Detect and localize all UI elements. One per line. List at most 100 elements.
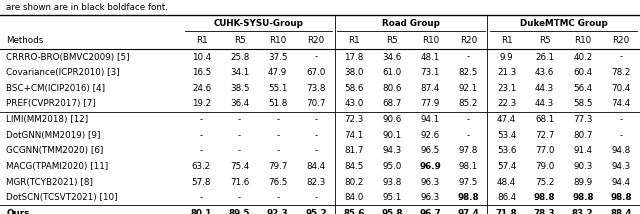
Text: -: - [200, 115, 203, 124]
Text: R1: R1 [500, 36, 513, 45]
Text: 71.6: 71.6 [230, 177, 249, 187]
Text: 81.7: 81.7 [344, 146, 364, 155]
Text: -: - [200, 193, 203, 202]
Text: 51.8: 51.8 [268, 99, 287, 108]
Text: GCGNN(TMM2020) [6]: GCGNN(TMM2020) [6] [6, 146, 104, 155]
Text: -: - [238, 115, 241, 124]
Text: 72.3: 72.3 [344, 115, 364, 124]
Text: 96.9: 96.9 [419, 162, 441, 171]
Text: -: - [276, 193, 279, 202]
Text: 98.8: 98.8 [458, 193, 479, 202]
Text: 80.7: 80.7 [573, 131, 593, 140]
Text: -: - [314, 115, 317, 124]
Text: 22.3: 22.3 [497, 99, 516, 108]
Text: 40.2: 40.2 [573, 52, 593, 62]
Text: 97.4: 97.4 [458, 209, 479, 214]
Text: 92.6: 92.6 [420, 131, 440, 140]
Text: 44.3: 44.3 [535, 99, 554, 108]
Text: 96.5: 96.5 [420, 146, 440, 155]
Text: DotSCN(TCSVT2021) [10]: DotSCN(TCSVT2021) [10] [6, 193, 118, 202]
Text: 76.5: 76.5 [268, 177, 287, 187]
Text: 37.5: 37.5 [268, 52, 287, 62]
Text: R20: R20 [612, 36, 630, 45]
Text: 61.0: 61.0 [383, 68, 402, 77]
Text: LIMI(MM2018) [12]: LIMI(MM2018) [12] [6, 115, 89, 124]
Text: DukeMTMC Group: DukeMTMC Group [520, 19, 607, 28]
Text: Ours: Ours [6, 209, 30, 214]
Text: 71.8: 71.8 [496, 209, 517, 214]
Text: R5: R5 [234, 36, 246, 45]
Text: 90.1: 90.1 [383, 131, 402, 140]
Text: 95.8: 95.8 [381, 209, 403, 214]
Text: 73.1: 73.1 [420, 68, 440, 77]
Text: 96.7: 96.7 [419, 209, 441, 214]
Text: Covariance(ICPR2010) [3]: Covariance(ICPR2010) [3] [6, 68, 120, 77]
Text: CRRRO-BRO(BMVC2009) [5]: CRRRO-BRO(BMVC2009) [5] [6, 52, 130, 62]
Text: -: - [620, 52, 623, 62]
Text: 70.7: 70.7 [306, 99, 326, 108]
Text: 95.1: 95.1 [383, 193, 402, 202]
Text: 68.1: 68.1 [535, 115, 554, 124]
Text: 97.8: 97.8 [459, 146, 478, 155]
Text: CUHK-SYSU-Group: CUHK-SYSU-Group [214, 19, 303, 28]
Text: 82.5: 82.5 [459, 68, 478, 77]
Text: 82.3: 82.3 [306, 177, 326, 187]
Text: 74.1: 74.1 [344, 131, 364, 140]
Text: 84.5: 84.5 [344, 162, 364, 171]
Text: -: - [200, 146, 203, 155]
Text: 56.4: 56.4 [573, 84, 593, 93]
Text: 80.6: 80.6 [383, 84, 402, 93]
Text: -: - [276, 115, 279, 124]
Text: 43.0: 43.0 [344, 99, 364, 108]
Text: 26.1: 26.1 [535, 52, 554, 62]
Text: 78.3: 78.3 [534, 209, 556, 214]
Text: 98.8: 98.8 [572, 193, 593, 202]
Text: 86.4: 86.4 [497, 193, 516, 202]
Text: 83.2: 83.2 [572, 209, 594, 214]
Text: 84.0: 84.0 [344, 193, 364, 202]
Text: -: - [467, 115, 470, 124]
Text: 72.7: 72.7 [535, 131, 554, 140]
Text: -: - [238, 146, 241, 155]
Text: -: - [276, 146, 279, 155]
Text: 63.2: 63.2 [192, 162, 211, 171]
Text: 91.4: 91.4 [573, 146, 593, 155]
Text: 94.4: 94.4 [611, 177, 630, 187]
Text: 53.4: 53.4 [497, 131, 516, 140]
Text: R20: R20 [307, 36, 324, 45]
Text: 97.5: 97.5 [459, 177, 478, 187]
Text: 25.8: 25.8 [230, 52, 250, 62]
Text: PREF(CVPR2017) [7]: PREF(CVPR2017) [7] [6, 99, 96, 108]
Text: 58.6: 58.6 [344, 84, 364, 93]
Text: 93.8: 93.8 [383, 177, 402, 187]
Text: 21.3: 21.3 [497, 68, 516, 77]
Text: 70.4: 70.4 [611, 84, 630, 93]
Text: 60.4: 60.4 [573, 68, 593, 77]
Text: 34.1: 34.1 [230, 68, 249, 77]
Text: 57.8: 57.8 [192, 177, 211, 187]
Text: -: - [314, 131, 317, 140]
Text: 34.6: 34.6 [383, 52, 402, 62]
Text: 88.4: 88.4 [610, 209, 632, 214]
Text: 92.3: 92.3 [267, 209, 289, 214]
Text: 55.1: 55.1 [268, 84, 287, 93]
Text: MGR(TCYB2021) [8]: MGR(TCYB2021) [8] [6, 177, 93, 187]
Text: 87.4: 87.4 [420, 84, 440, 93]
Text: 75.2: 75.2 [535, 177, 554, 187]
Text: 9.9: 9.9 [500, 52, 513, 62]
Text: 38.0: 38.0 [344, 68, 364, 77]
Text: BSC+CM(ICIP2016) [4]: BSC+CM(ICIP2016) [4] [6, 84, 106, 93]
Text: 53.6: 53.6 [497, 146, 516, 155]
Text: 94.3: 94.3 [611, 162, 630, 171]
Text: 43.6: 43.6 [535, 68, 554, 77]
Text: 90.3: 90.3 [573, 162, 593, 171]
Text: 10.4: 10.4 [192, 52, 211, 62]
Text: -: - [238, 193, 241, 202]
Text: 80.2: 80.2 [344, 177, 364, 187]
Text: 79.0: 79.0 [535, 162, 554, 171]
Text: 77.3: 77.3 [573, 115, 593, 124]
Text: 48.4: 48.4 [497, 177, 516, 187]
Text: 75.4: 75.4 [230, 162, 250, 171]
Text: Road Group: Road Group [382, 19, 440, 28]
Text: -: - [238, 131, 241, 140]
